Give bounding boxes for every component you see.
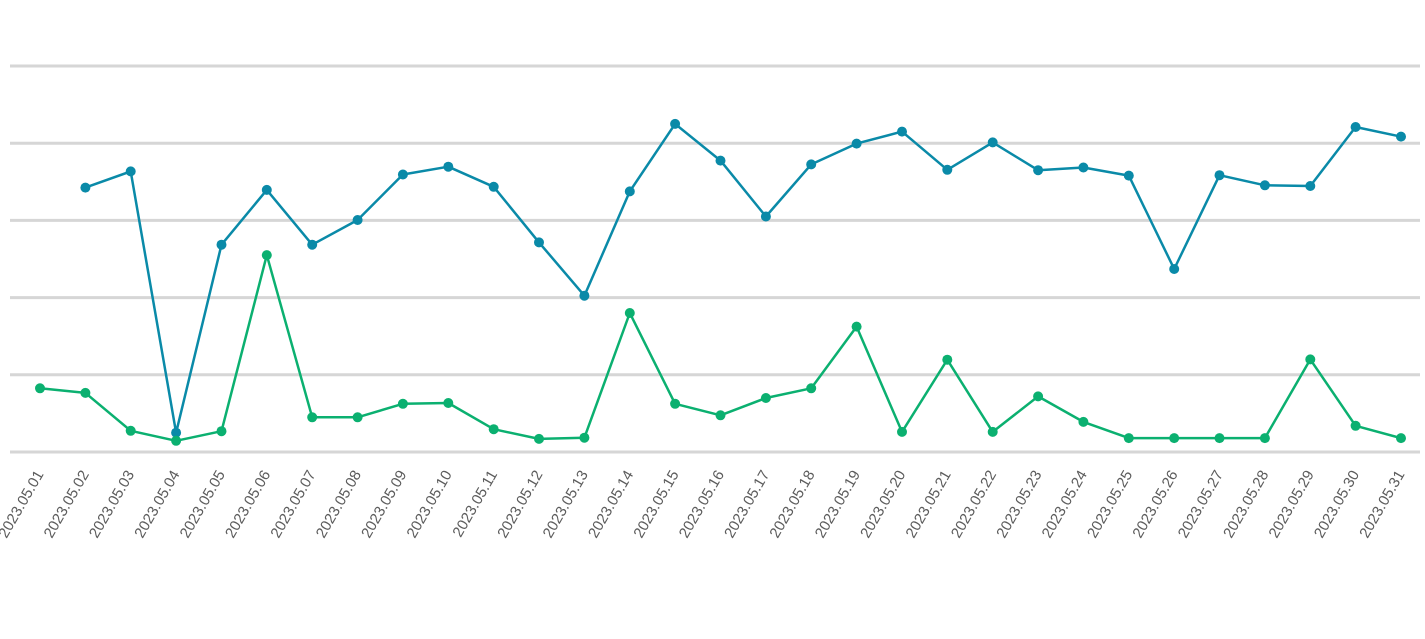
data-point bbox=[1214, 170, 1225, 181]
x-tick-label: 2023.05.13 bbox=[540, 468, 592, 542]
x-tick-label: 2023.05.27 bbox=[1175, 468, 1227, 542]
data-point bbox=[1396, 131, 1406, 142]
data-point bbox=[806, 159, 817, 170]
x-tick-label: 2023.05.09 bbox=[358, 468, 410, 542]
data-point bbox=[171, 435, 182, 446]
data-point bbox=[624, 186, 635, 197]
x-tick-label: 2023.05.21 bbox=[903, 467, 955, 541]
data-point bbox=[897, 126, 907, 137]
data-point bbox=[488, 181, 499, 192]
x-tick-label: 2023.05.26 bbox=[1129, 468, 1181, 542]
data-point bbox=[216, 239, 227, 250]
x-tick-label: 2023.05.30 bbox=[1311, 468, 1363, 542]
data-point bbox=[261, 184, 272, 195]
data-point bbox=[80, 387, 91, 398]
x-tick-label: 2023.05.19 bbox=[812, 468, 864, 542]
x-tick-label: 2023.05.11 bbox=[449, 467, 501, 540]
data-point bbox=[987, 137, 998, 148]
data-point bbox=[125, 166, 136, 177]
data-point bbox=[397, 169, 408, 180]
x-tick-label: 2023.05.16 bbox=[676, 468, 728, 542]
data-point bbox=[397, 398, 408, 409]
data-point bbox=[1078, 416, 1089, 427]
data-point bbox=[942, 354, 953, 365]
x-tick-label: 2023.05.17 bbox=[721, 468, 773, 542]
data-point bbox=[670, 398, 681, 409]
x-tick-label: 2023.05.24 bbox=[1039, 468, 1091, 542]
data-point bbox=[125, 425, 136, 436]
x-tick-label: 2023.05.05 bbox=[177, 468, 229, 542]
data-point bbox=[851, 321, 862, 332]
x-tick-label: 2023.05.07 bbox=[267, 468, 319, 542]
data-point bbox=[80, 182, 91, 193]
x-tick-label: 2023.05.25 bbox=[1084, 468, 1136, 542]
x-tick-label: 2023.05.01 bbox=[0, 468, 47, 542]
x-tick-label: 2023.05.20 bbox=[857, 468, 909, 542]
series-2 bbox=[35, 250, 1406, 446]
data-point bbox=[851, 138, 862, 149]
x-tick-label: 2023.05.18 bbox=[766, 468, 818, 542]
data-point bbox=[987, 426, 998, 437]
data-point bbox=[1033, 165, 1044, 176]
data-point bbox=[1078, 162, 1089, 173]
x-tick-label: 2023.05.12 bbox=[494, 468, 546, 542]
data-point bbox=[1033, 391, 1044, 402]
data-point bbox=[443, 161, 454, 172]
x-tick-label: 2023.05.08 bbox=[313, 468, 365, 542]
data-point bbox=[579, 290, 590, 301]
data-point bbox=[1350, 122, 1361, 132]
data-point bbox=[1305, 181, 1316, 191]
x-tick-label: 2023.05.31 bbox=[1356, 468, 1408, 542]
x-tick-label: 2023.05.14 bbox=[585, 468, 637, 542]
data-point bbox=[171, 427, 182, 438]
data-point bbox=[352, 215, 363, 225]
x-tick-label: 2023.05.28 bbox=[1220, 468, 1272, 542]
data-point bbox=[1123, 433, 1134, 444]
data-point bbox=[443, 398, 454, 408]
data-point bbox=[35, 383, 45, 394]
data-point bbox=[624, 308, 635, 318]
data-point bbox=[261, 250, 272, 261]
data-point bbox=[897, 426, 907, 437]
data-point bbox=[1214, 433, 1225, 444]
data-point bbox=[534, 237, 544, 248]
x-tick-label: 2023.05.06 bbox=[222, 468, 274, 542]
data-point bbox=[1305, 354, 1316, 365]
x-tick-label: 2023.05.03 bbox=[86, 468, 138, 542]
data-point bbox=[1396, 433, 1406, 444]
x-tick-label: 2023.05.15 bbox=[630, 468, 682, 542]
data-point bbox=[1169, 433, 1180, 444]
x-tick-label: 2023.05.22 bbox=[948, 467, 1000, 541]
x-tick-label: 2023.05.29 bbox=[1265, 468, 1317, 542]
data-point bbox=[216, 426, 227, 437]
x-tick-label: 2023.05.02 bbox=[41, 468, 93, 542]
series-1 bbox=[80, 118, 1406, 438]
data-point bbox=[1259, 180, 1270, 191]
data-point bbox=[307, 239, 318, 250]
gridlines bbox=[10, 64, 1420, 454]
data-point bbox=[307, 412, 318, 423]
data-point bbox=[760, 211, 771, 222]
series-layer bbox=[35, 118, 1406, 446]
data-point bbox=[806, 383, 817, 394]
data-point bbox=[352, 412, 363, 423]
data-point bbox=[1169, 264, 1180, 274]
x-tick-label: 2023.05.23 bbox=[993, 468, 1045, 542]
series-line bbox=[84, 122, 1402, 434]
data-point bbox=[488, 424, 499, 435]
x-tick-label: 2023.05.04 bbox=[131, 468, 183, 542]
data-point bbox=[579, 432, 590, 443]
x-axis-tick-labels: 2023.05.012023.05.022023.05.032023.05.04… bbox=[0, 467, 1408, 541]
data-point bbox=[715, 155, 726, 166]
x-tick-label: 2023.05.10 bbox=[404, 468, 456, 542]
data-point bbox=[760, 393, 771, 403]
data-point bbox=[1123, 170, 1134, 181]
data-point bbox=[1350, 420, 1361, 431]
data-point bbox=[670, 118, 681, 129]
data-point bbox=[1259, 433, 1270, 444]
data-point bbox=[534, 433, 544, 444]
data-point bbox=[715, 410, 726, 421]
data-point bbox=[942, 164, 953, 175]
